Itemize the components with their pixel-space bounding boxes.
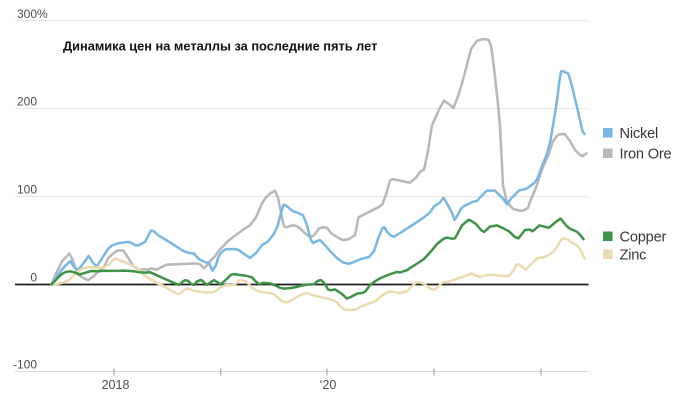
svg-text:%: % [37,7,48,21]
svg-text:200: 200 [17,95,37,109]
svg-text:Динамика цен на металлы за пос: Динамика цен на металлы за последние пят… [63,39,377,54]
svg-text:100: 100 [17,183,37,197]
svg-text:Zinc: Zinc [620,248,647,264]
svg-text:2018: 2018 [102,378,130,392]
svg-text:-100: -100 [13,358,37,372]
svg-text:Nickel: Nickel [620,126,659,142]
svg-text:0: 0 [30,271,37,285]
svg-text:300: 300 [17,7,37,21]
svg-text:Iron Ore: Iron Ore [620,147,672,163]
svg-text:Copper: Copper [620,230,667,246]
svg-text:‘20: ‘20 [320,378,337,392]
